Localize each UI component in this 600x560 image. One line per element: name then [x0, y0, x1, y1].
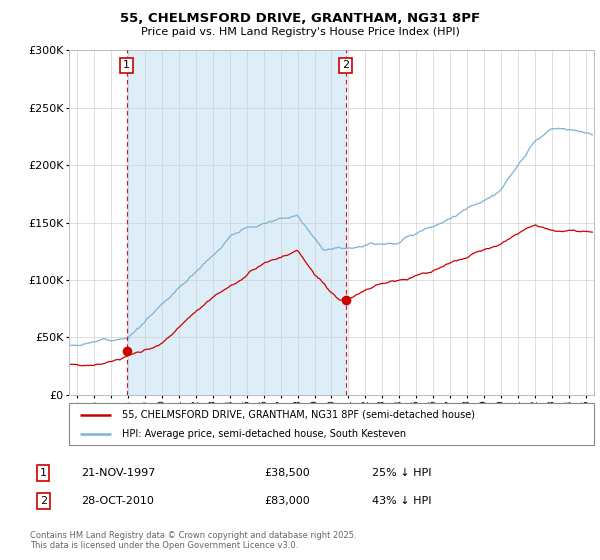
Text: 55, CHELMSFORD DRIVE, GRANTHAM, NG31 8PF (semi-detached house): 55, CHELMSFORD DRIVE, GRANTHAM, NG31 8PF…: [121, 409, 475, 419]
Text: 2: 2: [40, 496, 47, 506]
Text: Price paid vs. HM Land Registry's House Price Index (HPI): Price paid vs. HM Land Registry's House …: [140, 27, 460, 37]
Text: 21-NOV-1997: 21-NOV-1997: [81, 468, 155, 478]
Text: 43% ↓ HPI: 43% ↓ HPI: [372, 496, 431, 506]
Text: 55, CHELMSFORD DRIVE, GRANTHAM, NG31 8PF: 55, CHELMSFORD DRIVE, GRANTHAM, NG31 8PF: [120, 12, 480, 25]
Text: 1: 1: [40, 468, 47, 478]
Text: 25% ↓ HPI: 25% ↓ HPI: [372, 468, 431, 478]
Text: 28-OCT-2010: 28-OCT-2010: [81, 496, 154, 506]
Text: £83,000: £83,000: [264, 496, 310, 506]
Text: HPI: Average price, semi-detached house, South Kesteven: HPI: Average price, semi-detached house,…: [121, 429, 406, 439]
Text: 1: 1: [123, 60, 130, 71]
Text: 2: 2: [342, 60, 349, 71]
Text: Contains HM Land Registry data © Crown copyright and database right 2025.
This d: Contains HM Land Registry data © Crown c…: [30, 531, 356, 550]
Text: £38,500: £38,500: [264, 468, 310, 478]
Bar: [127, 50, 346, 395]
